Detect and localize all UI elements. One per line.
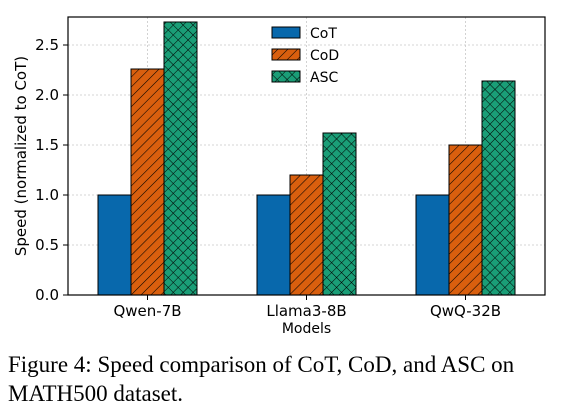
x-tick-label: QwQ-32B xyxy=(430,302,501,320)
y-tick-label: 1.5 xyxy=(35,136,59,154)
legend-cod-label: CoD xyxy=(310,48,339,64)
y-tick-label: 0.0 xyxy=(35,286,59,304)
legend-asc-label: ASC xyxy=(310,70,338,86)
legend-cot-label: CoT xyxy=(310,26,337,42)
legend-cod-swatch-hatch xyxy=(272,49,300,60)
y-axis-label: Speed (normalized to CoT) xyxy=(12,56,30,256)
x-axis-label: Models xyxy=(282,321,331,337)
y-tick-label: 2.0 xyxy=(35,86,59,104)
bars xyxy=(97,21,516,296)
y-tick-label: 2.5 xyxy=(35,36,59,54)
bar-asc-qwen-7b-hatch xyxy=(164,22,197,295)
bar-cod-qwq-32b-hatch xyxy=(449,145,482,295)
axis-ticks: 0.0 0.5 1.0 1.5 2.0 2.5 Qwen-7B Llama3-8B QwQ-32… xyxy=(35,36,501,320)
legend-cot-swatch-outline xyxy=(271,26,301,39)
legend: CoT CoD ASC xyxy=(271,26,339,86)
bar-asc-qwq-32b-hatch xyxy=(482,81,515,295)
y-tick-label: 0.5 xyxy=(35,236,59,254)
bar-cot-llama3-8b xyxy=(257,195,290,295)
bar-cod-qwen-7b-hatch xyxy=(131,69,164,295)
bar-cod-llama3-8b-hatch xyxy=(290,175,323,295)
bar-asc-llama3-8b-hatch xyxy=(323,133,356,295)
figure-caption: Figure 4: Speed comparison of CoT, CoD, … xyxy=(8,352,515,406)
legend-cod-swatch-outline xyxy=(271,48,301,61)
y-tick-label: 1.0 xyxy=(35,186,59,204)
x-tick-label: Llama3-8B xyxy=(266,302,346,320)
legend-asc-swatch-hatch xyxy=(272,71,300,82)
bar-cot-qwq-32b xyxy=(416,195,449,295)
legend-cot-swatch xyxy=(272,27,300,38)
bar-cot-qwen-7b xyxy=(98,195,131,295)
x-tick-label: Qwen-7B xyxy=(113,302,181,320)
legend-asc-swatch-outline xyxy=(271,70,301,83)
bar-chart: 0.0 0.5 1.0 1.5 2.0 2.5 Qwen-7B Llama3-8B QwQ-32… xyxy=(12,16,546,337)
